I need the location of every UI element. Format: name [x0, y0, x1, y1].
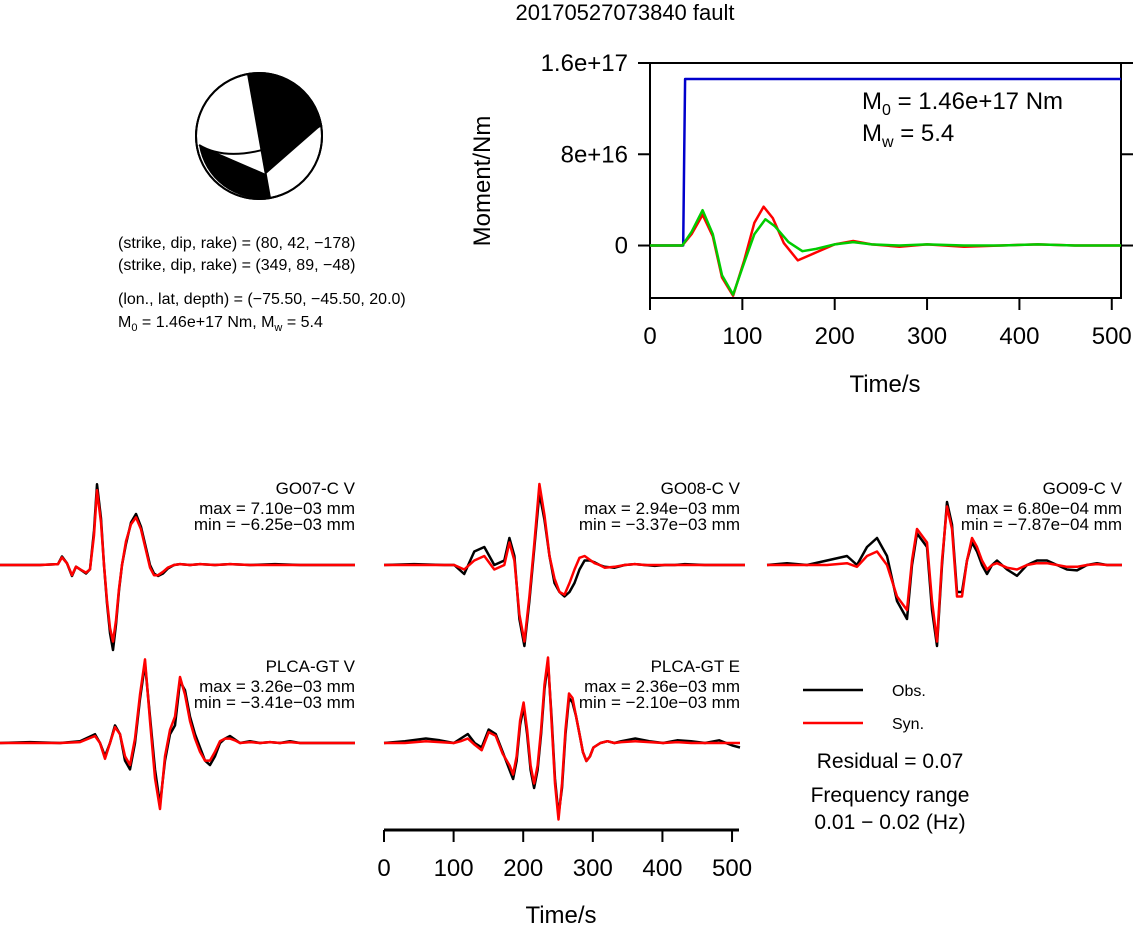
stf-x-ticks: 0 100 200 300 400 500 [643, 298, 1132, 350]
wave-x-tick-label: 300 [573, 855, 613, 882]
station-label: GO07-C V [276, 479, 356, 498]
stf-synthetic-line [650, 205, 1121, 297]
wave-x-tick-label: 200 [503, 855, 543, 882]
stf-y-axis-label: Moment/Nm [469, 116, 496, 247]
stf-x-tick-label: 200 [815, 323, 855, 350]
mechanism-line-1: (strike, dip, rake) = (80, 42, −178) [118, 235, 355, 252]
station-label: PLCA-GT V [266, 657, 356, 676]
stf-series [650, 77, 1121, 297]
stf-chart: 1.6e+17 8e+16 0 0 100 200 300 400 500 Moment/Nm… [469, 50, 1133, 398]
mechanism-line-4: M0 = 1.46e+17 Nm, Mw = 5.4 [118, 314, 323, 334]
stf-mw-annotation: Mw = 5.4 [862, 120, 954, 151]
max-amplitude-label: max = 3.26e−03 mm [199, 677, 355, 696]
wave-time-axis: 0 100 200 300 400 500 Time/s [377, 828, 752, 927]
stf-fit-line [650, 208, 1121, 296]
legend: Obs. Syn. Residual = 0.07 Frequency rang… [803, 683, 969, 834]
observed-trace [766, 500, 1122, 648]
stf-y-tick-label: 0 [615, 233, 628, 260]
figure-title: 20170527073840 fault [516, 0, 735, 25]
min-amplitude-label: min = −3.41e−03 mm [194, 693, 355, 712]
wave-x-ticks: 0 100 200 300 400 500 [377, 830, 752, 882]
station-label: GO08-C V [661, 479, 741, 498]
max-amplitude-label: max = 2.94e−03 mm [584, 499, 740, 518]
min-amplitude-label: min = −2.10e−03 mm [579, 693, 740, 712]
stf-m0-annotation: M0 = 1.46e+17 Nm [862, 88, 1063, 119]
wave-x-tick-label: 400 [642, 855, 682, 882]
wave-x-tick-label: 500 [712, 855, 752, 882]
mechanism-line-2: (strike, dip, rake) = (349, 89, −48) [118, 257, 355, 274]
stf-plot-frame [649, 62, 1122, 299]
max-amplitude-label: max = 2.36e−03 mm [584, 677, 740, 696]
station-label: GO09-C V [1043, 479, 1123, 498]
residual-value: Residual = 0.07 [817, 750, 964, 773]
min-amplitude-label: min = −6.25e−03 mm [194, 515, 355, 534]
frequency-range-value: 0.01 − 0.02 (Hz) [814, 811, 965, 834]
stf-y-tick-label: 1.6e+17 [541, 50, 628, 77]
stf-x-tick-label: 300 [907, 323, 947, 350]
legend-obs-label: Obs. [892, 683, 926, 700]
stf-x-tick-label: 100 [722, 323, 762, 350]
stf-x-axis-label: Time/s [849, 371, 920, 398]
stf-x-tick-label: 400 [999, 323, 1039, 350]
max-amplitude-label: max = 7.10e−03 mm [199, 499, 355, 518]
synthetic-trace [384, 656, 740, 821]
frequency-range-title: Frequency range [811, 784, 970, 807]
stf-y-tick-label: 8e+16 [561, 141, 628, 168]
synthetic-trace [0, 488, 355, 643]
min-amplitude-label: min = −7.87e−04 mm [961, 515, 1122, 534]
synthetic-trace [384, 482, 745, 643]
synthetic-trace [767, 505, 1122, 643]
wave-x-axis-label: Time/s [525, 902, 596, 927]
stf-x-tick-label: 500 [1092, 323, 1132, 350]
wave-x-tick-label: 0 [377, 855, 390, 882]
station-label: PLCA-GT E [651, 657, 740, 676]
min-amplitude-label: min = −3.37e−03 mm [579, 515, 740, 534]
stf-x-tick-label: 0 [643, 323, 656, 350]
wave-x-tick-label: 100 [434, 855, 474, 882]
stf-y-ticks: 1.6e+17 8e+16 0 [541, 50, 1133, 260]
legend-syn-label: Syn. [892, 716, 924, 733]
mechanism-line-3: (lon., lat, depth) = (−75.50, −45.50, 20… [118, 291, 406, 308]
max-amplitude-label: max = 6.80e−04 mm [966, 499, 1122, 518]
beachball-compressional-lower [199, 145, 270, 199]
synthetic-trace [0, 658, 355, 811]
beachball [195, 72, 323, 200]
